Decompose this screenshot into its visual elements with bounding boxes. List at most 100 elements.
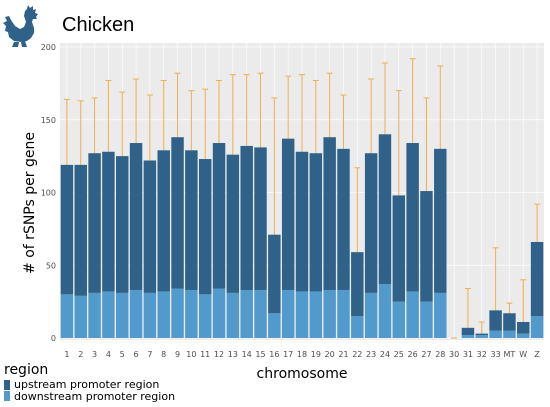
bar-upstream	[517, 321, 530, 334]
bar-upstream	[268, 234, 281, 314]
bar-downstream	[392, 301, 406, 338]
x-tick-label: 21	[338, 350, 348, 359]
x-tick-label: 7	[147, 350, 152, 359]
x-tick-label: 20	[325, 350, 335, 359]
bar-upstream	[489, 310, 502, 331]
x-tick-label: Z	[534, 350, 540, 359]
x-tick-label: 17	[283, 350, 293, 359]
x-tick-label: 19	[311, 350, 321, 359]
x-tick-label: 11	[200, 350, 210, 359]
x-tick-label: 32	[477, 350, 487, 359]
y-tick-label: 50	[46, 261, 56, 270]
bar-upstream	[406, 143, 419, 292]
bar-downstream	[281, 289, 295, 338]
x-tick-label: 1	[64, 350, 69, 359]
bar-downstream	[254, 289, 267, 338]
bar-downstream	[198, 294, 212, 338]
bar-downstream	[461, 335, 475, 338]
bar-upstream	[378, 134, 392, 285]
bar-upstream	[309, 153, 323, 292]
bar-downstream	[517, 333, 530, 338]
x-tick-label: 5	[120, 350, 125, 359]
y-tick-label: 200	[41, 43, 56, 52]
bar-upstream	[530, 241, 544, 317]
bar-downstream	[171, 288, 184, 338]
bar-downstream	[157, 291, 170, 338]
bar-upstream	[171, 137, 184, 289]
error-bars	[63, 58, 541, 339]
bar-downstream	[351, 316, 364, 338]
bar-downstream	[129, 289, 143, 338]
x-tick-label: 13	[228, 350, 238, 359]
x-tick-label: 25	[394, 350, 404, 359]
bar-downstream	[143, 292, 157, 338]
bar-downstream	[489, 330, 502, 338]
bar-upstream	[74, 164, 87, 296]
x-tick-label: 28	[435, 350, 445, 359]
bar-upstream	[295, 151, 309, 292]
x-tick-label: 10	[186, 350, 196, 359]
bar-upstream	[461, 327, 475, 336]
y-axis-ticks: 0 50 100 150 200	[41, 43, 56, 343]
x-tick-label: 15	[255, 350, 265, 359]
bar-upstream	[157, 150, 170, 292]
bars	[60, 134, 544, 338]
bar-upstream	[351, 252, 364, 317]
bar-downstream	[364, 292, 378, 338]
bar-upstream	[364, 153, 378, 293]
x-tick-label: 16	[269, 350, 279, 359]
bar-upstream	[392, 195, 406, 302]
bar-upstream	[116, 156, 129, 293]
y-tick-label: 100	[41, 189, 56, 198]
bar-downstream	[185, 289, 198, 338]
x-tick-label: 9	[175, 350, 180, 359]
bar-upstream	[129, 143, 143, 290]
legend-swatch-upstream	[4, 380, 10, 390]
y-axis-label: # of rSNPs per gene	[22, 132, 38, 274]
x-tick-label: 3	[92, 350, 97, 359]
x-tick-label: 12	[214, 350, 224, 359]
bar-upstream	[143, 160, 157, 293]
bar-upstream	[240, 145, 253, 290]
bar-downstream	[226, 292, 240, 338]
bar-downstream	[420, 301, 433, 338]
bar-downstream	[88, 292, 101, 338]
x-tick-label: 33	[491, 350, 501, 359]
bar-upstream	[226, 154, 240, 293]
x-tick-label: MT	[504, 350, 516, 359]
bar-upstream	[475, 333, 488, 336]
x-axis-ticks: 1 2 3 4 5 6 7 8 9 10 11 12 13 14 15 16 17 18 19 20 21 22 23 24 2…	[64, 350, 540, 359]
x-axis-label: chromosome	[257, 366, 348, 382]
x-tick-label: 24	[380, 350, 390, 359]
x-tick-label: W	[519, 350, 527, 359]
legend-title: region	[4, 362, 48, 378]
bar-downstream	[309, 291, 323, 338]
legend-label-upstream: upstream promoter region	[14, 378, 159, 391]
x-tick-label: 27	[421, 350, 431, 359]
bar-upstream	[323, 137, 336, 290]
bar-upstream	[88, 153, 101, 293]
bar-upstream	[198, 159, 212, 295]
x-tick-label: 23	[366, 350, 376, 359]
bar-downstream	[337, 289, 350, 338]
bar-upstream	[254, 147, 267, 290]
x-tick-label: 14	[242, 350, 252, 359]
legend: region upstream promoter region downstre…	[4, 362, 175, 403]
bar-upstream	[185, 150, 198, 290]
bar-downstream	[116, 292, 129, 338]
x-tick-label: 18	[297, 350, 307, 359]
bar-downstream	[434, 292, 447, 338]
legend-label-downstream: downstream promoter region	[14, 390, 175, 403]
bar-downstream	[503, 330, 516, 338]
legend-swatch-downstream	[4, 391, 10, 401]
bar-upstream	[212, 143, 226, 289]
bar-downstream	[268, 313, 281, 338]
bar-downstream	[475, 335, 488, 338]
x-tick-label: 31	[463, 350, 473, 359]
page-title: Chicken	[62, 14, 134, 36]
y-tick-label: 150	[41, 116, 56, 125]
x-tick-label: 6	[134, 350, 139, 359]
bar-upstream	[337, 148, 350, 290]
bar-upstream	[420, 191, 433, 302]
bar-downstream	[102, 291, 115, 338]
